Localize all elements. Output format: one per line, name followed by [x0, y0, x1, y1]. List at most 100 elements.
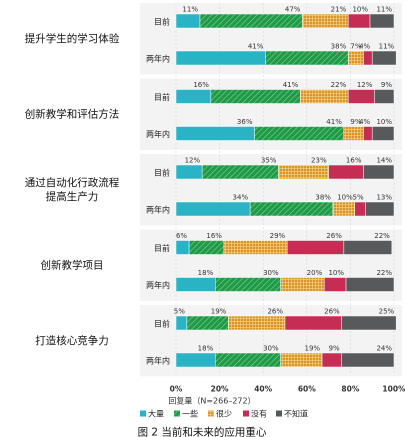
- bar-segment: [278, 164, 329, 180]
- data-label: 11%: [182, 6, 198, 14]
- legend-swatch: [174, 410, 180, 417]
- data-label: 19%: [304, 345, 320, 353]
- bar-row-label: 两年内: [146, 129, 170, 139]
- bar-segment: [175, 13, 201, 29]
- data-label: 30%: [263, 345, 279, 353]
- bar-segment: [332, 201, 356, 217]
- data-label: 22%: [376, 269, 392, 277]
- x-tick-label: 20%: [211, 385, 229, 394]
- data-label: 38%: [315, 194, 331, 202]
- bar-segment: [210, 89, 301, 104]
- bar-row-label: 两年内: [146, 280, 170, 290]
- bar-segment: [347, 89, 375, 104]
- bar-segment: [175, 164, 203, 180]
- bar-segment: [343, 240, 393, 255]
- bar-segment: [321, 352, 342, 368]
- group-label: 通过自动化行政流程: [25, 176, 120, 189]
- data-label: 29%: [270, 232, 286, 240]
- bar-segment: [175, 89, 212, 104]
- data-label: 12%: [185, 157, 201, 165]
- data-label: 18%: [198, 269, 214, 277]
- bar-row-label: 目前: [154, 243, 170, 253]
- legend-swatch: [140, 410, 146, 417]
- bar-segment: [249, 201, 334, 217]
- data-label: 20%: [307, 269, 323, 277]
- data-label: 9%: [350, 118, 361, 126]
- data-label: 16%: [206, 232, 222, 240]
- data-label: 7%: [350, 43, 361, 51]
- bar-row-label: 两年内: [146, 205, 170, 215]
- bar-segment: [371, 50, 397, 66]
- bar-segment: [175, 315, 188, 331]
- data-label: 26%: [324, 308, 340, 316]
- data-label: 10%: [376, 118, 392, 126]
- bar-segment: [175, 277, 216, 292]
- data-label: 38%: [331, 43, 347, 51]
- x-tick-label: 100%: [382, 385, 405, 394]
- legend-swatch: [208, 410, 214, 417]
- data-label: 24%: [376, 345, 392, 353]
- data-label: 4%: [359, 118, 370, 126]
- data-label: 22%: [374, 232, 390, 240]
- data-label: 12%: [357, 81, 373, 89]
- bar-segment: [365, 201, 395, 217]
- bar-segment: [347, 13, 371, 29]
- bar-segment: [341, 315, 397, 331]
- group-label: 创新教学和评估方法: [25, 107, 120, 120]
- data-label: 18%: [198, 345, 214, 353]
- bar-row-label: 目前: [154, 168, 170, 178]
- group-label: 打造核心竞争力: [35, 334, 109, 347]
- data-label: 19%: [211, 308, 227, 316]
- data-label: 41%: [326, 118, 342, 126]
- bar-segment: [300, 89, 349, 104]
- bar-segment: [175, 240, 190, 255]
- legend-swatch: [276, 410, 282, 417]
- bar-segment: [302, 13, 349, 29]
- bar-segment: [371, 126, 395, 141]
- x-tick-label: 80%: [341, 385, 359, 394]
- data-label: 9%: [329, 345, 340, 353]
- bar-segment: [323, 277, 347, 292]
- data-label: 34%: [233, 194, 249, 202]
- bar-segment: [369, 13, 395, 29]
- bar-segment: [228, 315, 286, 331]
- bar-segment: [254, 126, 345, 141]
- bar-row-label: 两年内: [146, 54, 170, 64]
- group-label: 提高生产力: [46, 190, 99, 203]
- bar-segment: [341, 352, 395, 368]
- bar-row-label: 目前: [154, 17, 170, 27]
- data-label: 21%: [331, 6, 347, 14]
- bar-segment: [175, 50, 266, 66]
- bar-segment: [175, 201, 251, 217]
- data-label: 47%: [285, 6, 301, 14]
- bar-segment: [354, 201, 366, 217]
- data-label: 13%: [376, 194, 392, 202]
- data-label: 36%: [237, 118, 253, 126]
- bar-segment: [284, 315, 342, 331]
- data-label: 23%: [311, 157, 327, 165]
- group-label: 提升学生的学习体验: [25, 32, 120, 45]
- data-label: 22%: [331, 81, 347, 89]
- bar-segment: [280, 352, 323, 368]
- bar-segment: [223, 240, 288, 255]
- bar-segment: [214, 352, 281, 368]
- legend-label: 不知道: [284, 409, 308, 419]
- bar-segment: [199, 13, 303, 29]
- data-label: 14%: [376, 157, 392, 165]
- data-label: 6%: [176, 232, 187, 240]
- data-label: 35%: [261, 157, 277, 165]
- bar-segment: [374, 89, 395, 104]
- bar-segment: [328, 164, 364, 180]
- data-label: 16%: [346, 157, 362, 165]
- x-tick-label: 60%: [298, 385, 316, 394]
- bar-segment: [345, 277, 395, 292]
- bar-segment: [175, 352, 216, 368]
- data-label: 5%: [174, 308, 185, 316]
- data-label: 30%: [263, 269, 279, 277]
- legend-label: 一些: [182, 409, 198, 419]
- data-label: 11%: [376, 6, 392, 14]
- bar-segment: [188, 240, 225, 255]
- bar-segment: [363, 126, 373, 141]
